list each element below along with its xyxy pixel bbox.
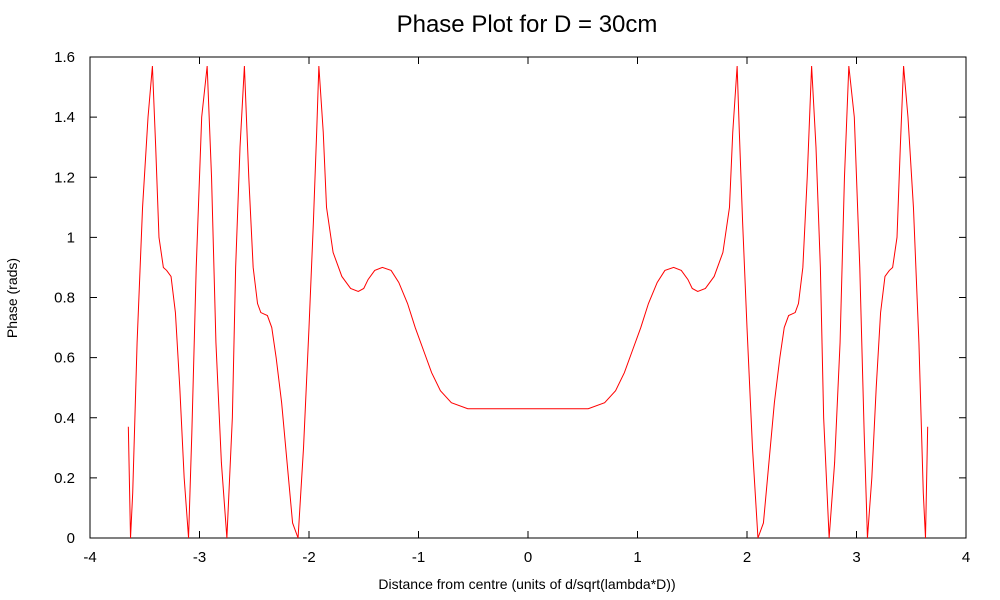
y-tick-label: 0.6: [54, 350, 75, 367]
x-axis-tick-labels: -4 -3 -2 -1 0 1 2 3 4: [83, 549, 970, 566]
y-tick-label: 0.4: [54, 410, 75, 427]
x-tick-label: 2: [743, 549, 751, 566]
y-axis-ticks: [90, 56, 966, 539]
x-tick-label: -1: [412, 549, 425, 566]
x-tick-label: 3: [852, 549, 860, 566]
x-tick-label: 0: [524, 549, 532, 566]
y-axis-tick-labels: 0 0.2 0.4 0.6 0.8 1 1.2 1.4 1.6: [54, 49, 75, 547]
x-axis-ticks: [89, 57, 967, 538]
y-tick-label: 0.2: [54, 470, 75, 487]
x-tick-label: 1: [633, 549, 641, 566]
x-tick-label: -3: [193, 549, 206, 566]
y-tick-label: 1: [67, 229, 75, 246]
x-tick-label: -2: [302, 549, 315, 566]
y-tick-label: 1.2: [54, 169, 75, 186]
y-tick-label: 1.4: [54, 109, 75, 126]
y-tick-label: 0: [67, 530, 75, 547]
y-axis-label: Phase (rads): [4, 258, 20, 338]
x-axis-label: Distance from centre (units of d/sqrt(la…: [378, 576, 675, 592]
x-tick-label: 4: [962, 549, 970, 566]
x-tick-label: -4: [83, 549, 96, 566]
y-tick-label: 0.8: [54, 290, 75, 307]
phase-series-line: [127, 65, 929, 539]
chart-title: Phase Plot for D = 30cm: [397, 11, 658, 38]
y-tick-label: 1.6: [54, 49, 75, 66]
